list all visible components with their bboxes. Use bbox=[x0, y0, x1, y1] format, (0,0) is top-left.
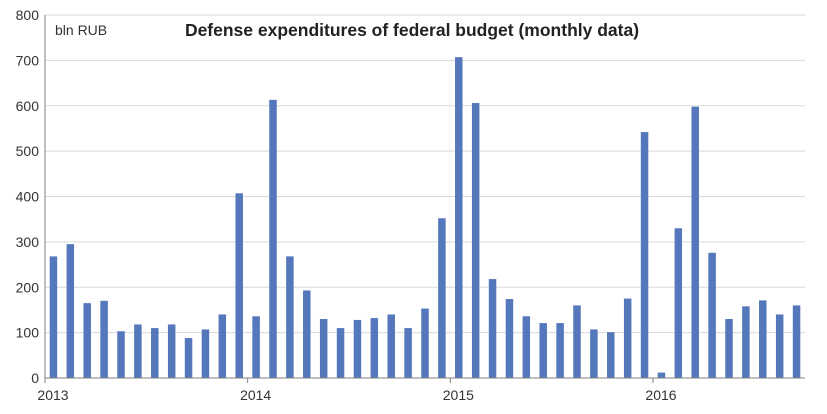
bar-2016-07 bbox=[759, 300, 767, 378]
bar-2015-05 bbox=[522, 316, 531, 378]
bar-2013-12 bbox=[235, 193, 243, 378]
bar-2013-02 bbox=[66, 244, 75, 378]
y-tick-label: 800 bbox=[16, 7, 40, 23]
bar-2013-01 bbox=[49, 256, 58, 378]
bar-2016-08 bbox=[775, 314, 784, 378]
bar-2015-06 bbox=[539, 323, 547, 378]
chart-title: Defense expenditures of federal budget (… bbox=[185, 20, 639, 40]
bar-2015-10 bbox=[607, 332, 615, 378]
bar-2016-02 bbox=[674, 228, 683, 378]
bar-2016-03 bbox=[691, 106, 699, 378]
y-tick-label: 100 bbox=[16, 325, 40, 341]
x-tick-label: 2015 bbox=[443, 387, 474, 403]
bar-2015-12 bbox=[640, 132, 649, 378]
bar-2016-09 bbox=[792, 305, 801, 378]
bar-2014-10 bbox=[404, 328, 412, 378]
bar-2013-06 bbox=[134, 324, 142, 378]
bar-2014-02 bbox=[269, 99, 277, 378]
bar-2013-10 bbox=[201, 329, 210, 378]
bar-2014-08 bbox=[370, 318, 379, 378]
y-tick-label: 0 bbox=[31, 370, 39, 386]
bar-2016-05 bbox=[725, 319, 733, 378]
bar-2014-01 bbox=[252, 316, 260, 378]
bar-2013-05 bbox=[117, 331, 125, 378]
y-tick-label: 600 bbox=[16, 98, 40, 114]
bar-2015-08 bbox=[573, 305, 581, 378]
y-tick-label: 300 bbox=[16, 234, 40, 250]
unit-label: bln RUB bbox=[55, 22, 107, 38]
x-tick-label: 2014 bbox=[240, 387, 271, 403]
bar-2014-06 bbox=[336, 328, 345, 378]
y-tick-label: 500 bbox=[16, 143, 40, 159]
bar-2015-09 bbox=[590, 329, 598, 378]
bar-2014-11 bbox=[421, 308, 429, 378]
bar-2014-03 bbox=[286, 256, 294, 378]
bar-2013-09 bbox=[184, 338, 193, 378]
y-tick-label: 400 bbox=[16, 189, 40, 205]
bar-2014-04 bbox=[303, 290, 311, 378]
y-tick-label: 700 bbox=[16, 52, 40, 68]
bar-2014-09 bbox=[387, 314, 395, 378]
bar-2013-03 bbox=[83, 303, 91, 378]
bar-2014-12 bbox=[438, 218, 446, 378]
axes: 0 100 200 300 400 500 600 700 800 2013 2014 2015 201… bbox=[16, 7, 805, 403]
y-tick-label: 200 bbox=[16, 279, 40, 295]
x-tick-label: 2013 bbox=[37, 387, 68, 403]
bar-2015-04 bbox=[505, 299, 514, 378]
bar-2014-05 bbox=[319, 319, 328, 378]
x-tick-label: 2016 bbox=[645, 387, 676, 403]
bar-2016-04 bbox=[708, 252, 716, 378]
bars bbox=[49, 57, 801, 378]
bar-2015-11 bbox=[623, 298, 632, 378]
bar-2014-07 bbox=[353, 319, 362, 378]
gridlines bbox=[45, 14, 805, 334]
bar-2015-02 bbox=[471, 103, 480, 378]
bar-2015-07 bbox=[556, 323, 564, 378]
bar-2016-06 bbox=[742, 306, 750, 378]
bar-2013-07 bbox=[151, 328, 159, 378]
bar-2015-01 bbox=[455, 57, 463, 378]
bar-2016-01 bbox=[657, 372, 666, 378]
bar-2013-11 bbox=[218, 314, 227, 378]
bar-2013-04 bbox=[100, 300, 108, 378]
bar-2013-08 bbox=[167, 324, 176, 378]
bar-2015-03 bbox=[488, 279, 497, 378]
